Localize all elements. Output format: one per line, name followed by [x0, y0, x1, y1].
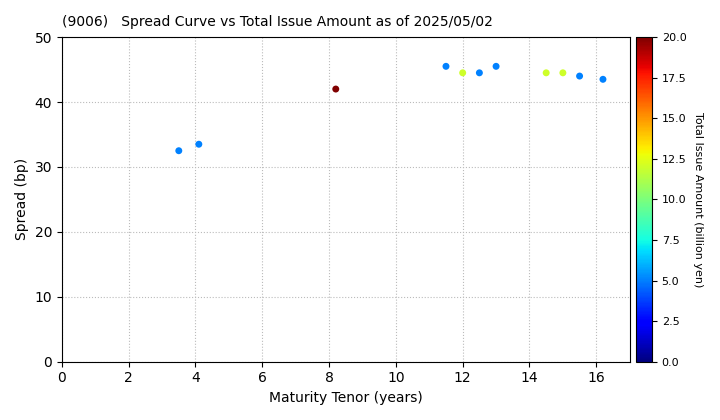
- Text: (9006)   Spread Curve vs Total Issue Amount as of 2025/05/02: (9006) Spread Curve vs Total Issue Amoun…: [62, 15, 492, 29]
- X-axis label: Maturity Tenor (years): Maturity Tenor (years): [269, 391, 423, 405]
- Point: [474, 69, 485, 76]
- Point: [490, 63, 502, 70]
- Point: [457, 69, 469, 76]
- Point: [173, 147, 184, 154]
- Point: [193, 141, 204, 147]
- Point: [440, 63, 451, 70]
- Point: [541, 69, 552, 76]
- Y-axis label: Total Issue Amount (billion yen): Total Issue Amount (billion yen): [693, 112, 703, 287]
- Point: [557, 69, 569, 76]
- Point: [330, 86, 341, 92]
- Point: [597, 76, 608, 83]
- Y-axis label: Spread (bp): Spread (bp): [15, 158, 29, 241]
- Point: [574, 73, 585, 79]
